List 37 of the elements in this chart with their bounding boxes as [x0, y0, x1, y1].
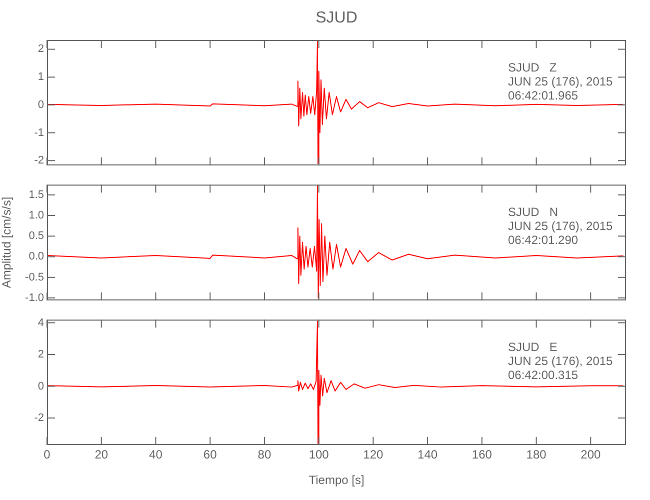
y-tick-label: 0: [38, 380, 44, 392]
annotation: 06:42:01.290: [508, 232, 578, 247]
y-tick-label: -0.5: [25, 271, 44, 284]
x-tick-label: 160: [472, 448, 492, 462]
y-tick-label: 0: [38, 98, 44, 111]
y-tick-label: -2: [34, 154, 44, 167]
chart-title: SJUD: [316, 9, 358, 26]
y-tick-label: -1: [34, 126, 44, 139]
y-tick-label: 2: [38, 43, 44, 56]
y-tick-label: 1: [38, 71, 44, 84]
annotation: SJUD N: [508, 204, 558, 219]
annotation: SJUD Z: [508, 60, 557, 74]
y-tick-label: 1.5: [28, 188, 44, 201]
x-tick-label: 180: [526, 448, 547, 462]
y-tick-label: 4: [38, 316, 44, 329]
y-tick-label: 0.0: [28, 250, 44, 263]
x-tick-label: 60: [203, 448, 218, 462]
y-tick-label: 0.5: [28, 230, 44, 242]
y-tick-label: -2: [34, 412, 44, 424]
y-tick-label: -1.0: [25, 292, 44, 304]
annotation: SJUD E: [508, 340, 558, 354]
annotation: JUN 25 (176), 2015: [508, 74, 614, 88]
annotation: 06:42:01.965: [508, 88, 578, 102]
x-tick-label: 200: [580, 448, 601, 462]
y-tick-label: 2: [38, 348, 44, 361]
x-tick-label: 40: [149, 448, 163, 462]
annotation: 06:42:00.315: [508, 368, 578, 382]
annotation: JUN 25 (176), 2015: [508, 354, 614, 368]
x-tick-label: 100: [308, 448, 330, 462]
y-axis-title: Amplitud [cm/s/s]: [0, 196, 14, 288]
x-tick-label: 80: [258, 448, 272, 462]
annotation: JUN 25 (176), 2015: [508, 218, 614, 233]
x-tick-label: 140: [418, 448, 438, 462]
y-tick-label: 1.0: [28, 210, 44, 222]
x-tick-label: 20: [94, 448, 108, 462]
x-tick-label: 120: [363, 448, 384, 462]
x-axis-title: Tiempo [s]: [308, 473, 364, 488]
